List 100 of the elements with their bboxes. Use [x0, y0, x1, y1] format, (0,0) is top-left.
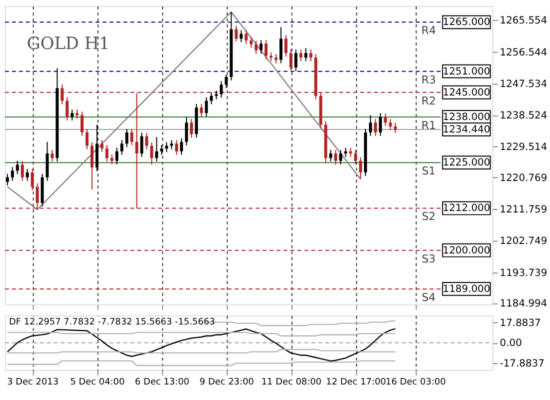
candlestick	[70, 109, 74, 121]
candlestick	[200, 103, 203, 118]
y-tick-label: 1238.524	[500, 110, 548, 122]
candlestick	[180, 138, 183, 156]
candlestick	[204, 96, 208, 118]
ref-line-label: 1189.000	[442, 284, 490, 295]
candlestick	[384, 112, 387, 127]
y-tick-label: 1211.759	[500, 204, 548, 216]
candlestick	[66, 96, 69, 121]
ref-line-label: 1234.440	[442, 124, 490, 136]
candlestick	[368, 114, 372, 136]
candlestick	[170, 140, 174, 150]
candlestick	[274, 54, 278, 64]
candlestick	[30, 168, 34, 191]
candlestick	[334, 149, 338, 166]
candlestick	[289, 49, 292, 71]
candlestick	[299, 49, 302, 62]
candlestick	[279, 26, 282, 64]
ref-line-label: 1245.000	[442, 87, 490, 98]
y-tick-label: 1202.749	[500, 236, 548, 248]
candlestick	[344, 147, 348, 158]
candlestick	[125, 128, 128, 148]
annotation: R3	[421, 73, 436, 86]
candlestick	[100, 140, 104, 153]
candlestick	[6, 173, 9, 186]
candlestick	[220, 80, 223, 98]
candlestick	[16, 160, 19, 175]
candlestick	[184, 116, 188, 146]
y-tick-label: 1229.514	[500, 142, 548, 154]
candlestick	[26, 168, 29, 182]
candlestick	[10, 166, 14, 182]
candlestick	[190, 118, 193, 138]
annotation: S1	[422, 164, 436, 178]
ref-line-label: 1200.000	[442, 245, 490, 256]
annotation: S3	[422, 252, 436, 266]
candlestick	[130, 128, 134, 146]
candlestick	[80, 111, 84, 136]
candlestick	[120, 140, 124, 156]
x-tick-label: 11 Dec 08:00	[261, 377, 322, 388]
candlestick	[140, 132, 144, 158]
candlestick	[284, 34, 288, 58]
x-tick-label: 16 Dec 03:00	[386, 377, 446, 388]
candlestick	[76, 109, 79, 120]
ref-line-label: 1238.000	[442, 112, 490, 123]
x-tick-label: 3 Dec 2013	[7, 377, 59, 388]
candlestick	[329, 149, 332, 162]
candlestick	[354, 149, 358, 165]
y-tick-label: 1220.769	[500, 172, 548, 184]
y-tick-label: 1193.739	[500, 268, 548, 279]
ref-line-label: 1212.000	[442, 203, 490, 214]
line-series	[6, 11, 362, 210]
x-tick-label: 9 Dec 23:00	[200, 377, 254, 388]
ref-line-label: 1251.000	[442, 66, 490, 78]
candlestick	[155, 136, 158, 162]
candlestick	[378, 112, 382, 136]
annotation: R1	[421, 118, 436, 132]
candlestick	[210, 92, 213, 105]
candlestick	[105, 144, 108, 162]
annotation: S2	[422, 210, 436, 224]
candlestick	[20, 160, 24, 182]
candlestick	[110, 154, 114, 165]
candlestick	[339, 149, 342, 165]
candlestick	[240, 30, 243, 43]
candlestick	[145, 132, 148, 150]
candlestick	[150, 142, 154, 166]
candlestick	[234, 25, 238, 42]
y-tick-label: -17.8837	[500, 358, 544, 370]
x-tick-label: 5 Dec 04:00	[70, 377, 125, 388]
ref-line-label: 1225.000	[442, 158, 490, 169]
y-tick-label: 1247.534	[500, 78, 548, 90]
annotation: R4	[421, 24, 436, 38]
annotation: S4	[422, 290, 436, 304]
candlestick	[374, 118, 377, 136]
candlestick	[250, 36, 253, 48]
candlestick	[175, 140, 178, 156]
candlestick	[90, 142, 94, 190]
candlestick	[86, 128, 89, 150]
candlestick	[309, 49, 312, 62]
candlestick	[115, 147, 118, 165]
candlestick	[349, 147, 352, 158]
annotation: DF 12.2957 7.7832 -7.7832 15.5663 -15.5663	[8, 317, 216, 328]
y-tick-label: 1256.544	[500, 47, 548, 58]
y-tick-label: 0.00	[500, 338, 522, 350]
candlestick	[260, 40, 263, 54]
candlestick	[294, 49, 298, 72]
candlestick	[244, 30, 248, 44]
y-tick-label: 1265.554	[500, 16, 548, 27]
candlestick	[304, 48, 308, 62]
candlestick	[50, 149, 54, 162]
candlestick	[264, 40, 268, 60]
candlestick	[388, 118, 392, 130]
candlestick	[359, 156, 362, 180]
x-tick-label: 6 Dec 13:00	[134, 377, 190, 388]
text: GOLD H1	[26, 32, 110, 53]
candlestick	[165, 142, 168, 153]
candlestick	[254, 40, 258, 54]
ref-line-label: 1265.000	[442, 17, 490, 28]
y-tick-label: 17.8837	[500, 318, 541, 329]
candlestick	[394, 122, 397, 134]
y-tick-label: 1184.994	[500, 298, 548, 310]
